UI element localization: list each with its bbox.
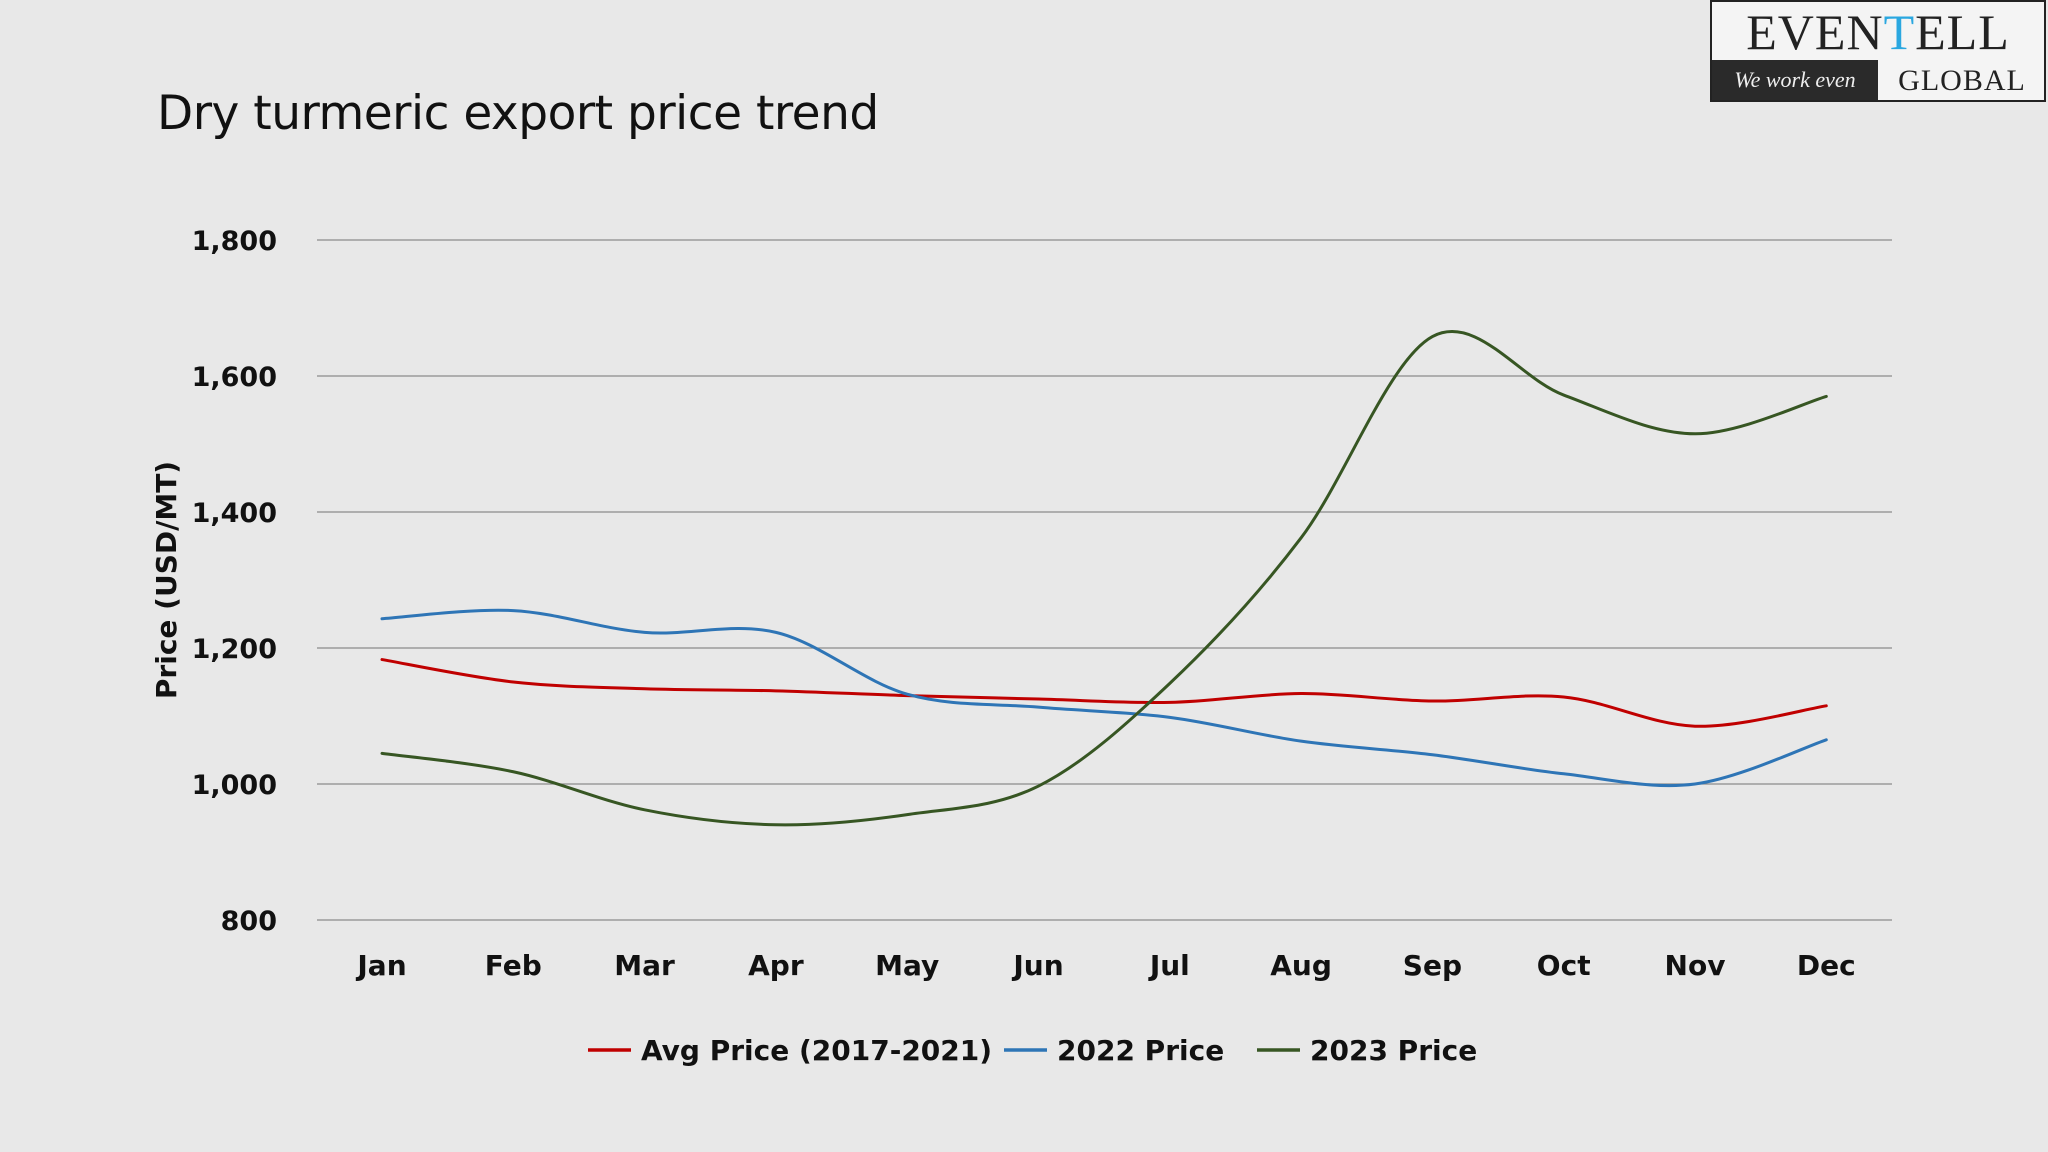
gridlines — [317, 239, 1892, 921]
x-tick-label: Jul — [1148, 949, 1190, 982]
series-lines — [380, 329, 1828, 827]
y-tick-label: 1,400 — [192, 498, 277, 529]
x-tick-label: Feb — [485, 949, 542, 982]
y-tick-label: 1,200 — [192, 634, 277, 665]
legend: Avg Price (2017-2021) 2022 Price 2023 Pric… — [588, 1034, 1477, 1067]
legend-label: 2022 Price — [1057, 1034, 1224, 1067]
x-tick-label: Dec — [1797, 949, 1856, 982]
company-logo: EVENTELL We work even GLOBAL — [1710, 0, 2046, 102]
legend-label: 2023 Price — [1310, 1034, 1477, 1067]
x-axis-ticks: Jan Feb Mar Apr May Jun Jul Aug Sep Oct Nov Dec — [355, 949, 1855, 982]
slide-title: Dry turmeric export price trend — [157, 86, 879, 141]
series-line-2 — [380, 608, 1828, 788]
x-tick-label: Mar — [614, 949, 675, 982]
x-tick-label: Apr — [748, 949, 804, 982]
x-tick-label: Aug — [1270, 949, 1332, 982]
x-tick-label: Jan — [355, 949, 406, 982]
y-tick-label: 1,800 — [192, 226, 277, 257]
x-tick-label: Sep — [1403, 949, 1462, 982]
series-line-1 — [380, 658, 1828, 728]
x-tick-label: Nov — [1665, 949, 1726, 982]
y-tick-label: 1,000 — [192, 770, 277, 801]
series-line-3 — [380, 329, 1828, 827]
x-tick-label: May — [875, 949, 939, 982]
y-tick-label: 800 — [221, 906, 277, 937]
logo-wordmark: EVENTELL — [1746, 4, 2010, 60]
logo-subtitle: GLOBAL — [1898, 64, 2026, 97]
x-tick-label: Jun — [1011, 949, 1063, 982]
x-tick-label: Oct — [1537, 949, 1591, 982]
y-tick-label: 1,600 — [192, 362, 277, 393]
y-axis-ticks: 800 1,000 1,200 1,400 1,600 1,800 — [192, 226, 277, 937]
logo-tagline: We work even — [1712, 60, 1878, 100]
legend-label: Avg Price (2017-2021) — [641, 1034, 992, 1067]
y-axis-label: Price (USD/MT) — [150, 461, 183, 699]
